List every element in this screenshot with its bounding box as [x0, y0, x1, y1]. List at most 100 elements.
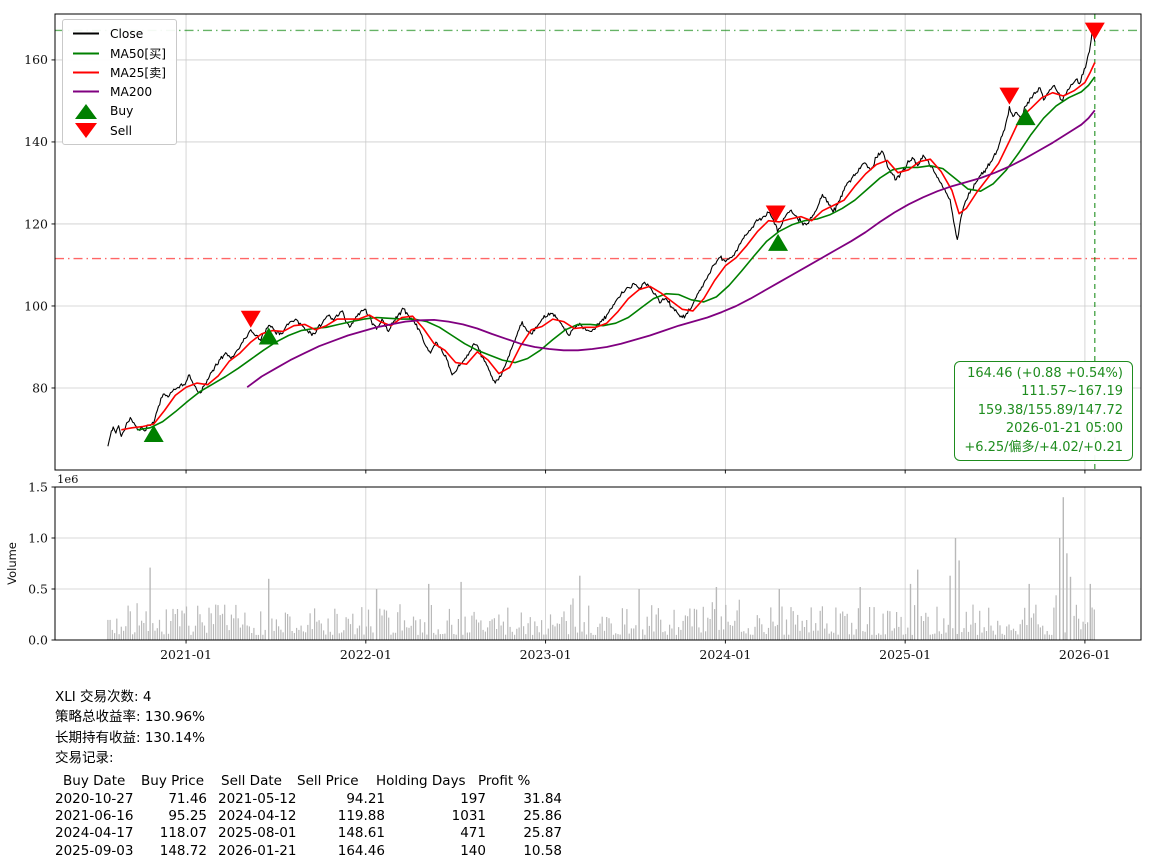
svg-text:1.5: 1.5 [28, 479, 48, 494]
sell-date-cell: 2021-05-12 [218, 790, 297, 807]
holding-days-cell: 140 [460, 842, 486, 855]
buy-date-cell: 2025-09-03 [55, 842, 134, 855]
annotation-price-line: 164.46 (+0.88 +0.54%) [967, 366, 1123, 381]
legend-line-swatch [73, 32, 99, 35]
buy-date-cell: 2020-10-27 [55, 790, 134, 807]
svg-text:2022-01: 2022-01 [340, 647, 392, 662]
profit-pct-cell: 25.87 [523, 825, 562, 842]
annotation-signal-line: +6.25/偏多/+4.02/+0.21 [964, 439, 1123, 455]
svg-text:1.0: 1.0 [28, 530, 48, 545]
trade-row: 2021-06-16 95.25 2024-04-12 119.88 1031 25.86 [55, 808, 575, 825]
axis-tick-labels: 80 100 120 140 160 0.0 0.5 1.0 1.5 2021-01 2022-01… [5, 52, 1111, 662]
sell-price-cell: 148.61 [337, 825, 385, 842]
col-profit-pct: Profit % [478, 773, 531, 790]
holding-days-cell: 471 [460, 825, 486, 842]
legend-item-ma25-: MA25[卖] [71, 63, 166, 82]
legend-label: Buy [110, 104, 134, 119]
buy-price-cell: 118.07 [159, 825, 207, 842]
svg-text:0.5: 0.5 [28, 581, 48, 596]
col-sell-price: Sell Price [297, 773, 359, 790]
trade-row: 2020-10-27 71.46 2021-05-12 94.21 197 31.84 [55, 791, 575, 808]
sell-date-cell: 2025-08-01 [218, 825, 297, 842]
strategy-stats: XLI 交易次数: 4 策略总收益率: 130.96% 长期持有收益: 130.… [55, 687, 575, 855]
holding-days-cell: 1031 [451, 807, 486, 824]
volume-axis-label: Volume [5, 542, 19, 585]
legend-item-sell: Sell [71, 121, 166, 140]
sell-price-cell: 94.21 [346, 790, 385, 807]
sell-price-cell: 164.46 [337, 842, 385, 855]
annotation-ma-line: 159.38/155.89/147.72 [977, 402, 1123, 418]
sell-marker [240, 310, 261, 328]
buy-marker [768, 233, 789, 251]
trade-row: 2024-04-17 118.07 2025-08-01 148.61 471 25.87 [55, 825, 575, 842]
svg-text:2021-01: 2021-01 [160, 647, 212, 662]
tick-marks [51, 59, 1086, 644]
buy-date-cell: 2021-06-16 [55, 807, 134, 824]
trade-record-title: 交易记录: [55, 749, 114, 766]
legend-label: Sell [110, 123, 133, 138]
profit-pct-cell: 25.86 [523, 807, 562, 824]
legend-label: MA25[卖] [110, 66, 167, 81]
buy-price-cell: 71.46 [168, 790, 207, 807]
svg-text:0.0: 0.0 [28, 632, 48, 647]
ma25-line [121, 62, 1096, 431]
triangle-down-icon [75, 123, 97, 139]
legend-item-ma200: MA200 [71, 82, 166, 101]
col-buy-price: Buy Price [141, 773, 205, 790]
legend-item-ma50-: MA50[买] [71, 43, 166, 62]
profit-pct-cell: 10.58 [523, 842, 562, 855]
volume-offset-label: 1e6 [57, 472, 78, 486]
ma50-line [137, 76, 1096, 431]
sell-date-cell: 2024-04-12 [218, 807, 297, 824]
legend-label: Close [110, 26, 144, 41]
grid-lines [55, 14, 1141, 640]
chart-legend: Close MA50[买] MA25[卖] MA200 Buy Sell [62, 19, 178, 146]
col-sell-date: Sell Date [221, 773, 282, 790]
legend-line-swatch [73, 52, 99, 55]
sell-marker [1084, 22, 1105, 40]
legend-line-swatch [73, 90, 99, 93]
triangle-up-icon [75, 103, 97, 119]
legend-label: MA200 [110, 84, 153, 99]
col-holding-days: Holding Days [376, 773, 466, 790]
svg-text:2024-01: 2024-01 [699, 647, 751, 662]
svg-text:2023-01: 2023-01 [520, 647, 572, 662]
close-line [107, 31, 1096, 447]
legend-line-swatch [73, 71, 99, 74]
buy-date-cell: 2024-04-17 [55, 825, 134, 842]
axes-frames [54, 13, 1142, 641]
hold-return-line: 长期持有收益: 130.14% [55, 729, 205, 746]
volume-bars [107, 497, 1095, 640]
col-buy-date: Buy Date [63, 773, 126, 790]
annotation-date-line: 2026-01-21 05:00 [1005, 421, 1123, 437]
buy-price-cell: 148.72 [159, 842, 207, 855]
trade-count-line: XLI 交易次数: 4 [55, 689, 152, 705]
legend-item-close: Close [71, 24, 166, 43]
strategy-return-line: 策略总收益率: 130.96% [55, 709, 205, 726]
buy-marker [1015, 108, 1036, 126]
svg-text:2026-01: 2026-01 [1059, 647, 1111, 662]
svg-text:160: 160 [24, 52, 48, 67]
trades-table: Buy Date Buy Price Sell Date Sell Price … [55, 773, 575, 855]
svg-text:120: 120 [24, 216, 48, 231]
legend-item-buy: Buy [71, 102, 166, 121]
ma200-line [246, 109, 1096, 388]
buy-marker [143, 425, 164, 443]
profit-pct-cell: 31.84 [523, 790, 562, 807]
sell-marker [999, 87, 1020, 105]
buy-marker [258, 327, 279, 345]
svg-text:100: 100 [24, 298, 48, 313]
sell-price-cell: 119.88 [337, 807, 385, 824]
buy-price-cell: 95.25 [168, 807, 207, 824]
price-volume-chart: 80 100 120 140 160 0.0 0.5 1.0 1.5 2021-01 2022-01… [5, 13, 1142, 662]
svg-text:140: 140 [24, 134, 48, 149]
svg-text:2025-01: 2025-01 [879, 647, 931, 662]
latest-quote-annotation: 164.46 (+0.88 +0.54%) 111.57~167.19 159.… [954, 361, 1133, 462]
annotation-range-line: 111.57~167.19 [1021, 384, 1123, 400]
holding-days-cell: 197 [460, 790, 486, 807]
sell-marker [765, 205, 786, 223]
trade-row: 2025-09-03 148.72 2026-01-21 164.46 140 10.58 [55, 843, 575, 855]
sell-date-cell: 2026-01-21 [218, 842, 297, 855]
trades-table-header: Buy Date Buy Price Sell Date Sell Price … [55, 773, 575, 790]
